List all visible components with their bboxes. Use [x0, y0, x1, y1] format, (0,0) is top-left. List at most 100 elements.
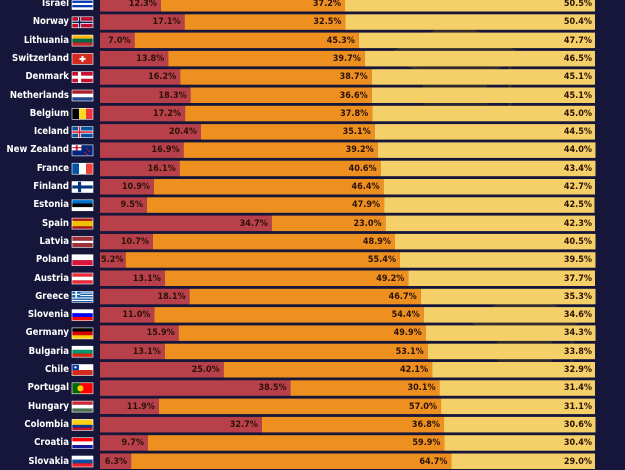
data-label: 29.0% — [563, 456, 592, 467]
data-label: 37.8% — [340, 108, 369, 119]
bar-segment-3 — [345, 0, 595, 12]
country-flag-icon — [71, 437, 94, 450]
data-label: 35.3% — [563, 291, 592, 302]
data-label: 59.9% — [412, 438, 441, 449]
data-label: 15.9% — [146, 328, 175, 339]
data-label: 5.2% — [101, 255, 124, 266]
data-label: 11.0% — [122, 310, 151, 321]
bar-segment-2 — [168, 50, 365, 67]
data-label: 39.7% — [332, 53, 361, 64]
bar-row — [100, 87, 595, 103]
country-flag-icon — [71, 272, 94, 285]
data-label: 44.0% — [563, 145, 592, 156]
data-label: 13.8% — [136, 53, 165, 64]
country-label: Switzerland — [12, 52, 69, 64]
data-label: 47.7% — [563, 35, 592, 46]
bar-segment-3 — [444, 435, 595, 451]
country-label: France — [36, 162, 69, 174]
bar-segment-3 — [395, 233, 596, 250]
data-label: 42.5% — [563, 200, 592, 211]
data-label: 44.5% — [563, 127, 592, 138]
bar-segment-2 — [131, 453, 452, 469]
bar-segment-3 — [374, 124, 595, 140]
bar-row — [100, 435, 595, 451]
country-label: Latvia — [39, 235, 69, 247]
country-flag-icon — [71, 382, 94, 395]
bar-segment-3 — [358, 32, 595, 49]
bar-segment-1 — [100, 325, 179, 341]
bar-segment-3 — [371, 87, 595, 103]
bar-segment-2 — [147, 197, 385, 213]
country-label: Denmark — [25, 71, 69, 83]
country-label: Israel — [42, 0, 69, 9]
country-label: Iceland — [34, 126, 69, 138]
data-label: 37.7% — [563, 273, 592, 284]
bar-row — [100, 270, 595, 286]
country-flag-icon — [71, 345, 94, 358]
bar-segment-3 — [399, 252, 596, 268]
country-label: Slovenia — [27, 309, 69, 321]
data-label: 48.9% — [362, 236, 392, 247]
data-label: 53.1% — [395, 346, 424, 357]
country-flag-icon — [71, 144, 94, 157]
bar-segment-2 — [160, 0, 346, 12]
bar-segment-1 — [100, 215, 272, 232]
bar-segment-1 — [100, 179, 154, 195]
data-label: 13.1% — [132, 273, 161, 284]
data-label: 38.5% — [258, 383, 287, 394]
bar-row — [100, 197, 595, 213]
bar-row — [100, 215, 595, 232]
bar-row — [100, 362, 595, 378]
bar-segment-3 — [384, 197, 595, 213]
country-label: Poland — [35, 254, 69, 266]
bar-segment-1 — [100, 14, 185, 30]
bar-segment-3 — [372, 105, 595, 122]
data-label: 57.0% — [408, 401, 438, 412]
data-label: 45.1% — [563, 90, 592, 101]
country-label: Portugal — [27, 382, 69, 394]
bar-segment-2 — [185, 105, 373, 122]
bar-segment-1 — [100, 0, 161, 12]
data-label: 13.1% — [132, 346, 161, 357]
data-label: 23.0% — [353, 218, 382, 229]
data-label: 37.2% — [312, 0, 342, 9]
country-flag-icon — [71, 419, 94, 431]
data-label: 49.9% — [393, 328, 422, 339]
country-label: Netherlands — [9, 89, 69, 101]
bar-row — [100, 288, 596, 305]
bar-segment-2 — [290, 380, 440, 396]
bar-segment-2 — [180, 69, 372, 85]
data-label: 42.3% — [563, 218, 592, 229]
country-label: Lithuania — [23, 34, 69, 46]
data-label: 40.5% — [563, 236, 592, 247]
bar-segment-2 — [158, 398, 442, 415]
bar-row — [100, 398, 595, 415]
bar-segment-2 — [154, 307, 424, 323]
data-label: 16.9% — [151, 145, 180, 156]
country-label: Bulgaria — [28, 345, 69, 357]
bar-segment-2 — [223, 362, 433, 378]
data-label: 39.5% — [563, 255, 592, 266]
bar-segment-2 — [190, 87, 372, 103]
bar-segment-1 — [100, 197, 148, 213]
country-flag-icon — [71, 217, 94, 230]
country-flag-icon — [71, 254, 94, 266]
bar-segment-2 — [125, 252, 400, 268]
bar-segment-3 — [380, 160, 596, 177]
country-label: Norway — [32, 16, 69, 28]
country-label: Greece — [35, 290, 69, 302]
data-label: 54.4% — [391, 310, 420, 321]
bar-segment-2 — [153, 179, 384, 195]
bar-segment-3 — [451, 453, 595, 469]
country-flag-icon — [71, 455, 94, 468]
bar-row — [100, 105, 595, 122]
data-label: 45.0% — [563, 108, 592, 119]
data-label: 30.4% — [563, 438, 592, 449]
bar-segment-3 — [425, 325, 596, 341]
data-label: 12.3% — [128, 0, 157, 9]
data-label: 9.5% — [120, 200, 144, 211]
bar-row — [100, 50, 595, 67]
bar-row — [100, 0, 595, 12]
bar-row — [100, 142, 596, 158]
bar-segment-3 — [427, 343, 595, 360]
